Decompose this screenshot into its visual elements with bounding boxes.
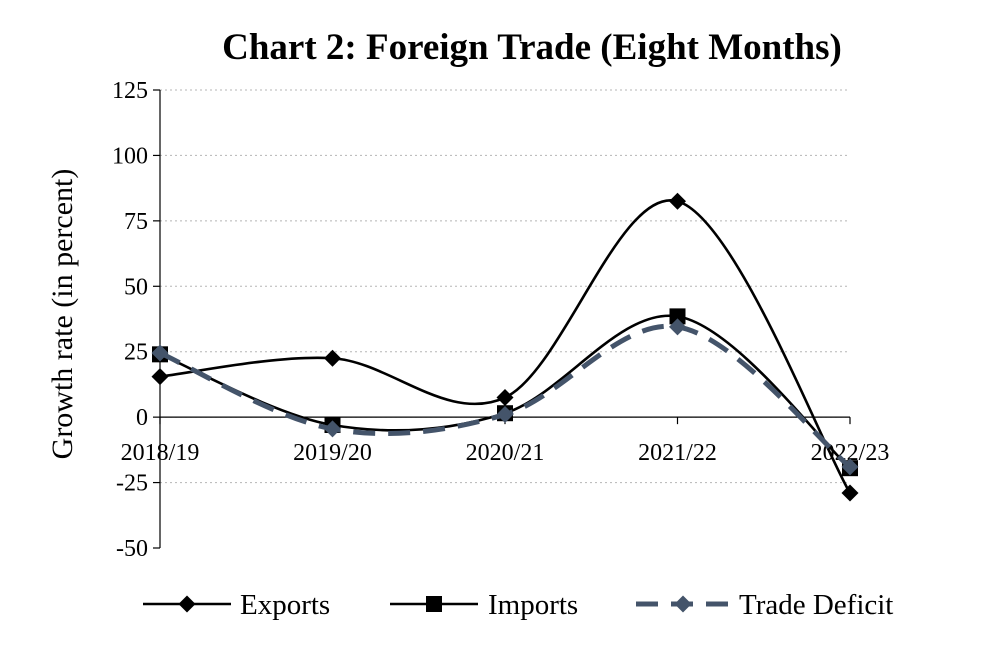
x-tick-label: 2018/19 bbox=[121, 440, 200, 466]
y-tick-label: -50 bbox=[116, 536, 148, 562]
legend-label-trade-deficit: Trade Deficit bbox=[739, 589, 893, 621]
y-tick-label: 50 bbox=[124, 274, 148, 300]
y-tick-label: 25 bbox=[124, 340, 148, 366]
y-tick-label: 75 bbox=[124, 209, 148, 235]
y-axis-label: Growth rate (in percent) bbox=[46, 169, 79, 460]
y-tick-label: 125 bbox=[112, 78, 148, 104]
y-tick-labels: -50 -25 0 25 50 75 100 125 bbox=[112, 78, 148, 562]
data-point-exports bbox=[496, 389, 514, 407]
series-line-exports bbox=[159, 199, 852, 494]
legend-label-imports: Imports bbox=[488, 589, 578, 621]
x-tick-label: 2020/21 bbox=[466, 440, 545, 466]
legend-marker-trade-deficit bbox=[674, 595, 692, 613]
data-point-trade-deficit bbox=[669, 318, 686, 336]
series-exports bbox=[151, 192, 859, 502]
series-lines bbox=[151, 192, 859, 502]
data-point-exports bbox=[841, 484, 859, 502]
data-point-exports bbox=[669, 192, 686, 210]
x-tick-label: 2019/20 bbox=[293, 440, 372, 466]
data-point-trade-deficit bbox=[324, 420, 341, 438]
series-trade-deficit bbox=[151, 318, 859, 476]
x-tick-labels: 2018/19 2019/20 2020/21 2021/22 2022/23 bbox=[121, 440, 890, 466]
legend: Exports Imports Trade Deficit bbox=[143, 589, 893, 621]
data-point-exports bbox=[324, 349, 341, 367]
x-tick-label: 2021/22 bbox=[638, 440, 717, 466]
legend-marker-imports bbox=[426, 596, 442, 612]
data-point-trade-deficit bbox=[151, 344, 169, 362]
legend-item-imports: Imports bbox=[390, 589, 578, 621]
axes bbox=[153, 89, 851, 549]
legend-label-exports: Exports bbox=[240, 589, 330, 621]
legend-item-exports: Exports bbox=[143, 589, 330, 621]
data-point-trade-deficit bbox=[841, 458, 859, 476]
data-point-trade-deficit bbox=[496, 406, 514, 424]
legend-marker-exports bbox=[178, 595, 196, 613]
y-tick-label: 0 bbox=[136, 405, 148, 431]
y-tick-label: -25 bbox=[116, 471, 148, 497]
data-point-exports bbox=[151, 368, 169, 386]
chart-title: Chart 2: Foreign Trade (Eight Months) bbox=[222, 27, 842, 68]
legend-item-trade-deficit: Trade Deficit bbox=[636, 589, 893, 621]
data-point-imports bbox=[669, 308, 686, 325]
y-tick-label: 100 bbox=[112, 143, 148, 169]
